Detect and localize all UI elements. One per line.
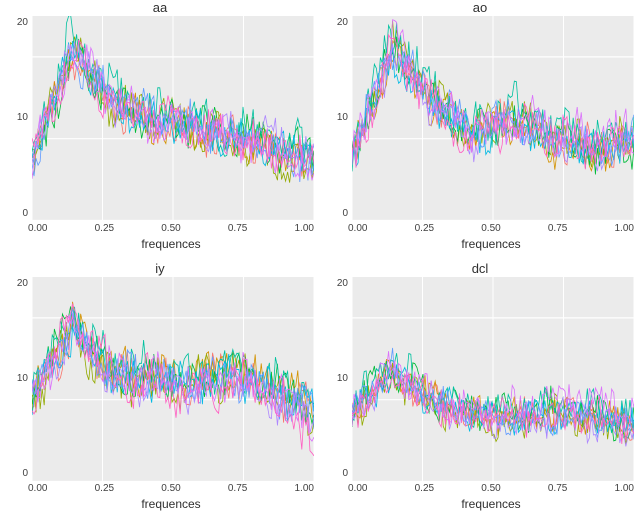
panel-title: aa: [0, 0, 320, 16]
plot-area: [352, 277, 634, 482]
x-tick-label: 1.00: [295, 483, 314, 497]
y-axis-ticks: 20 10 0: [326, 16, 352, 221]
y-tick-label: 20: [6, 279, 28, 289]
plot-area: [32, 277, 314, 482]
x-tick-label: 0.75: [548, 223, 567, 237]
x-axis-ticks: 0.00 0.25 0.50 0.75 1.00: [326, 221, 634, 237]
x-tick-label: 0.50: [481, 483, 500, 497]
x-axis-ticks: 0.00 0.25 0.50 0.75 1.00: [326, 481, 634, 497]
panel-ao: ao 20 10 0 0.00 0.25 0.50 0.75 1.00 frequences: [320, 0, 640, 261]
plot-wrap: 20 10 0 0.00 0.25 0.50 0.75 1.00 frequences: [0, 16, 320, 261]
axes-row: 20 10 0: [6, 16, 314, 221]
x-axis-label: frequences: [6, 237, 314, 261]
y-tick-label: 20: [326, 279, 348, 289]
x-axis-label: frequences: [326, 497, 634, 521]
plot-wrap: 20 10 0 0.00 0.25 0.50 0.75 1.00 frequences: [0, 277, 320, 521]
panel-title: dcl: [320, 261, 640, 277]
axes-row: 20 10 0: [6, 277, 314, 482]
y-axis-ticks: 20 10 0: [6, 277, 32, 482]
y-tick-label: 10: [326, 113, 348, 123]
panel-title: ao: [320, 0, 640, 16]
x-tick-label: 0.75: [228, 483, 247, 497]
panel-iy: iy 20 10 0 0.00 0.25 0.50 0.75 1.00 frequences: [0, 261, 320, 521]
panel-aa: aa 20 10 0 0.00 0.25 0.50 0.75 1.00 frequences: [0, 0, 320, 261]
y-tick-label: 0: [326, 209, 348, 219]
facet-grid: aa 20 10 0 0.00 0.25 0.50 0.75 1.00 frequences…: [0, 0, 640, 521]
plot-wrap: 20 10 0 0.00 0.25 0.50 0.75 1.00 frequences: [320, 16, 640, 261]
y-axis-ticks: 20 10 0: [6, 16, 32, 221]
plot-wrap: 20 10 0 0.00 0.25 0.50 0.75 1.00 frequences: [320, 277, 640, 521]
y-axis-ticks: 20 10 0: [326, 277, 352, 482]
panel-dcl: dcl 20 10 0 0.00 0.25 0.50 0.75 1.00 frequence…: [320, 261, 640, 521]
x-tick-label: 0.00: [28, 223, 47, 237]
y-tick-label: 20: [326, 18, 348, 28]
y-tick-label: 10: [6, 113, 28, 123]
x-tick-label: 0.25: [95, 223, 114, 237]
x-axis-label: frequences: [6, 497, 314, 521]
x-tick-label: 0.75: [228, 223, 247, 237]
x-axis-label: frequences: [326, 237, 634, 261]
plot-area: [352, 16, 634, 221]
x-tick-label: 1.00: [295, 223, 314, 237]
x-axis-ticks: 0.00 0.25 0.50 0.75 1.00: [6, 481, 314, 497]
x-tick-label: 0.25: [95, 483, 114, 497]
x-tick-label: 1.00: [615, 223, 634, 237]
x-tick-label: 0.00: [28, 483, 47, 497]
y-tick-label: 0: [326, 469, 348, 479]
x-tick-label: 1.00: [615, 483, 634, 497]
x-tick-label: 0.50: [161, 223, 180, 237]
x-axis-ticks: 0.00 0.25 0.50 0.75 1.00: [6, 221, 314, 237]
y-tick-label: 10: [6, 374, 28, 384]
plot-area: [32, 16, 314, 221]
axes-row: 20 10 0: [326, 16, 634, 221]
x-tick-label: 0.00: [348, 483, 367, 497]
x-tick-label: 0.00: [348, 223, 367, 237]
y-tick-label: 20: [6, 18, 28, 28]
y-tick-label: 0: [6, 469, 28, 479]
x-tick-label: 0.50: [161, 483, 180, 497]
x-tick-label: 0.25: [415, 223, 434, 237]
y-tick-label: 10: [326, 374, 348, 384]
axes-row: 20 10 0: [326, 277, 634, 482]
panel-title: iy: [0, 261, 320, 277]
y-tick-label: 0: [6, 209, 28, 219]
x-tick-label: 0.25: [415, 483, 434, 497]
x-tick-label: 0.50: [481, 223, 500, 237]
x-tick-label: 0.75: [548, 483, 567, 497]
